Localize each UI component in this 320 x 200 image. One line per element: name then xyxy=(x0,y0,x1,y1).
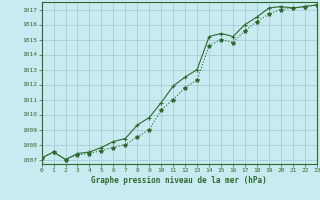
X-axis label: Graphe pression niveau de la mer (hPa): Graphe pression niveau de la mer (hPa) xyxy=(91,176,267,185)
